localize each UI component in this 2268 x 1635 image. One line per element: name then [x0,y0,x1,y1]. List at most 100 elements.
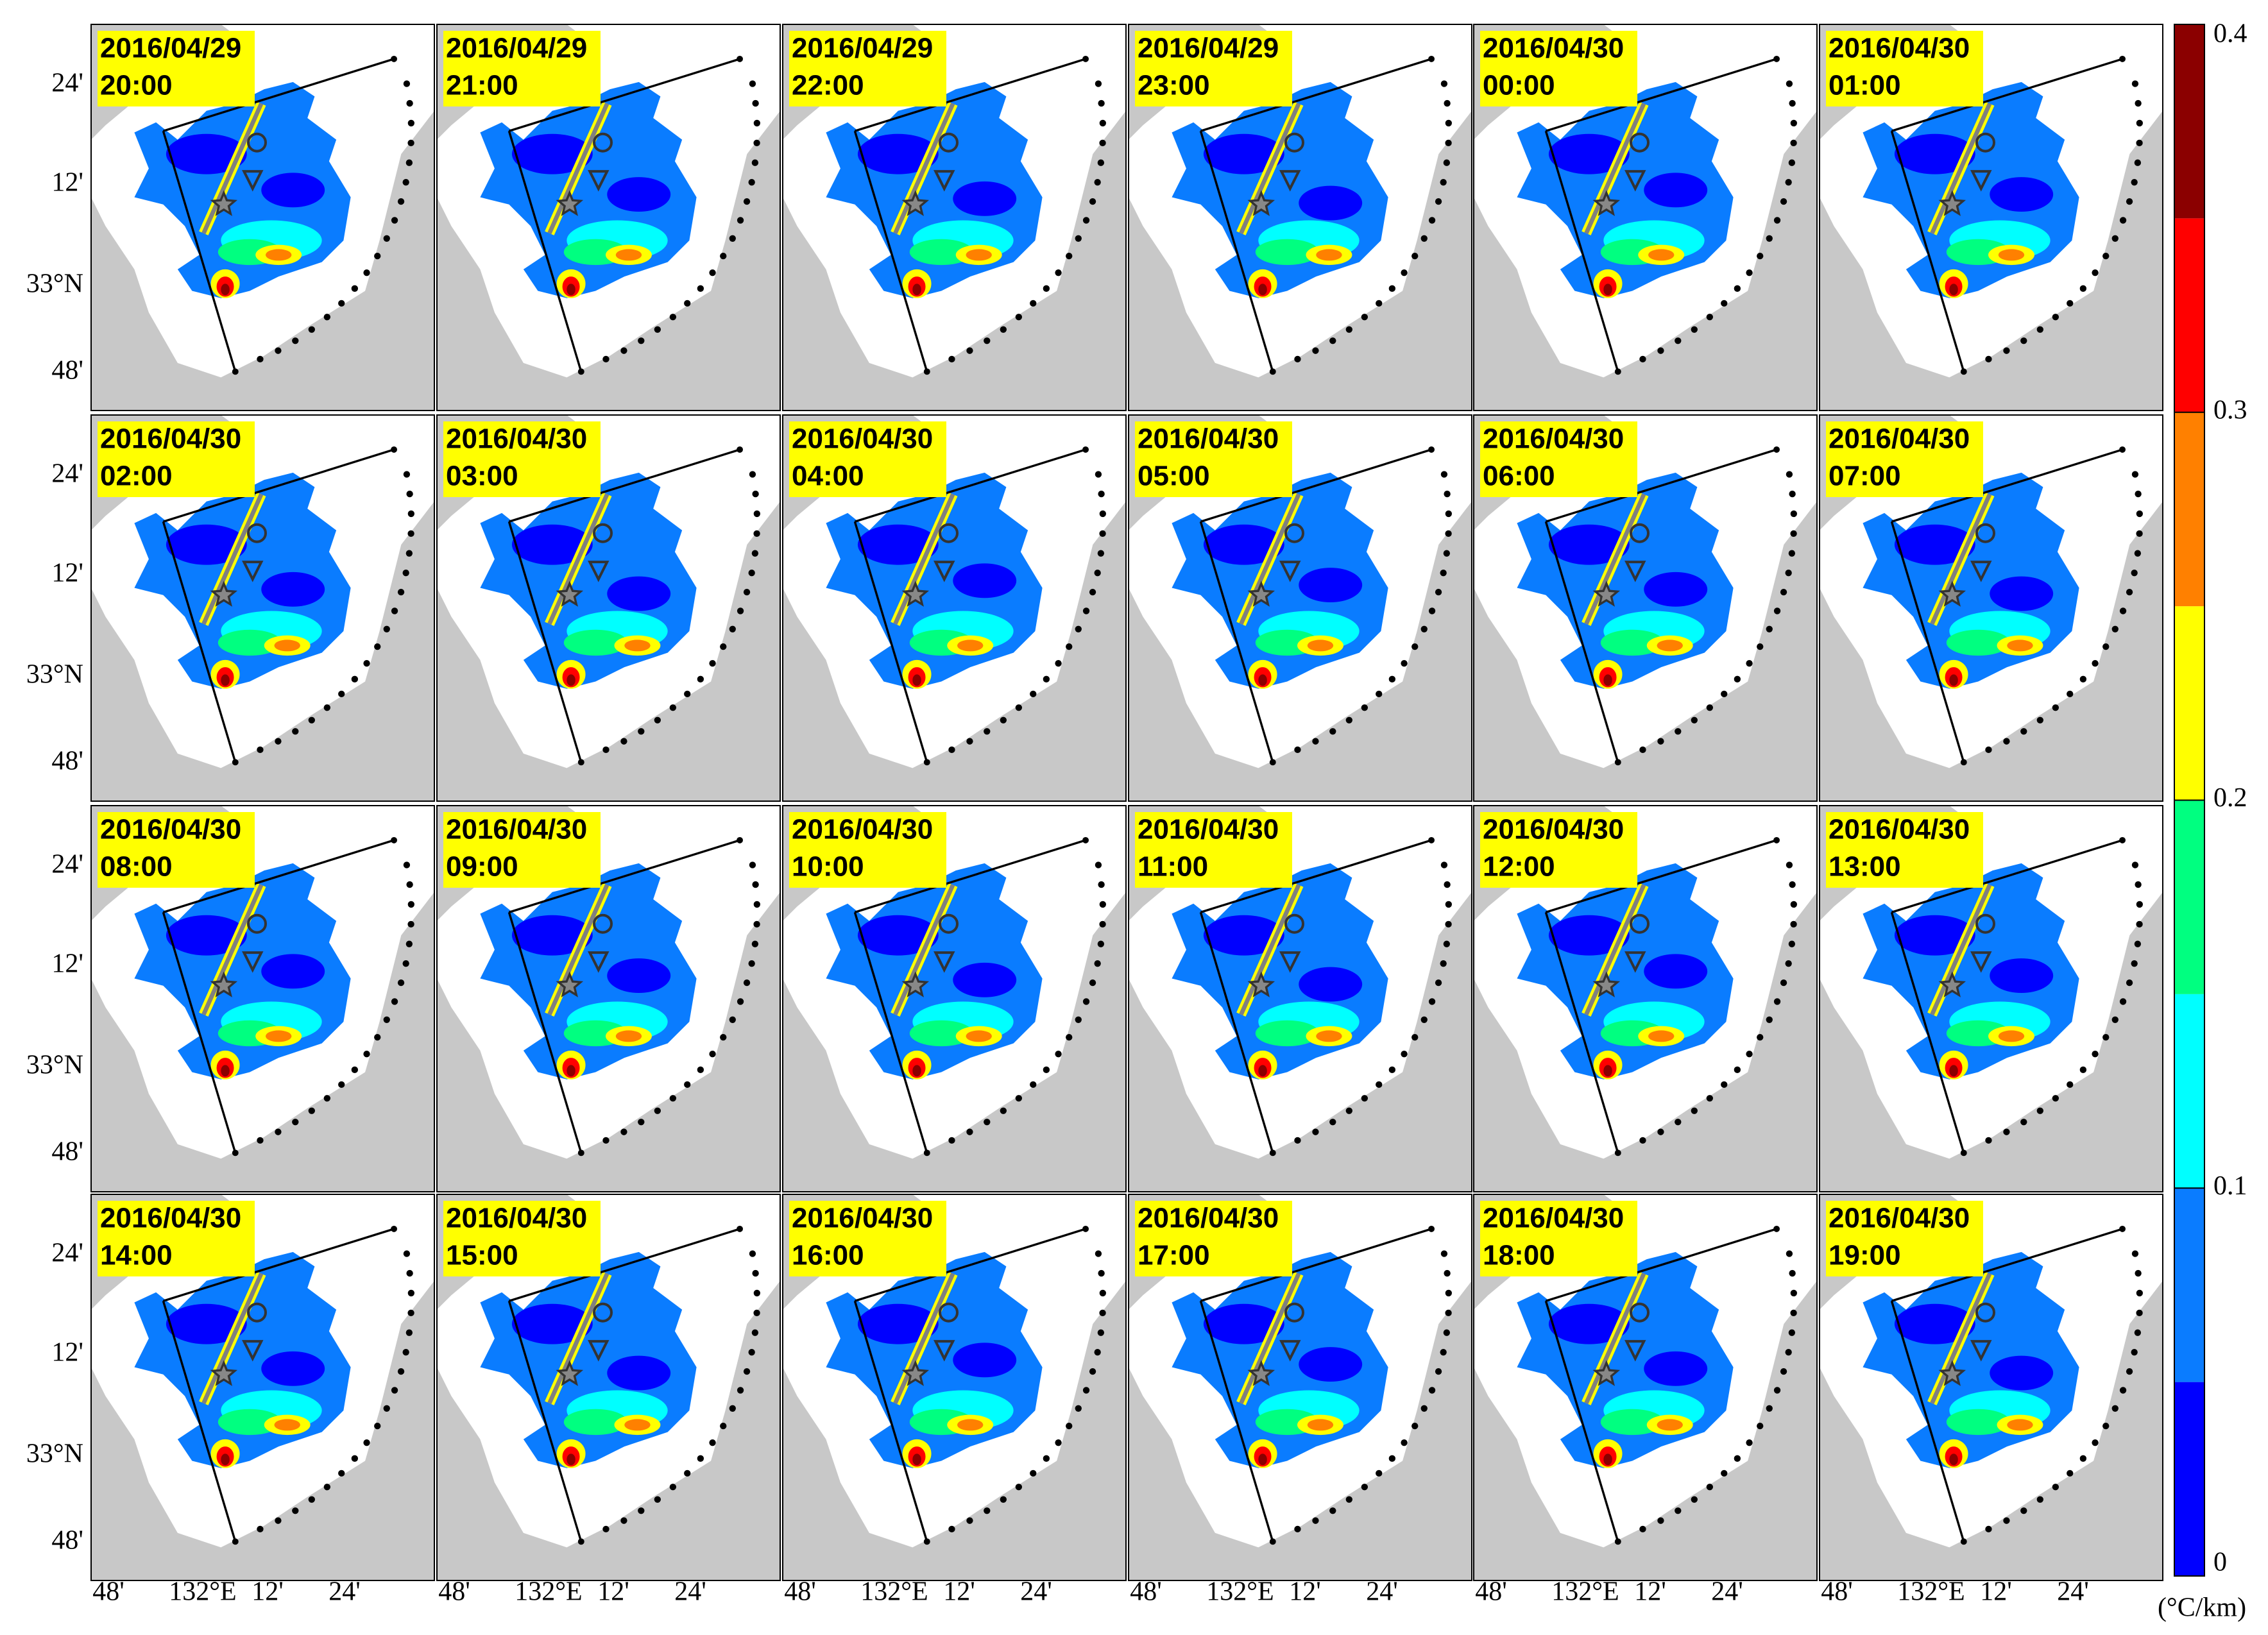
x-tick-label: 12' [252,1577,284,1607]
station [246,913,268,934]
section [1891,839,2123,913]
dot [1015,704,1023,711]
dot [1420,235,1428,242]
date-box [1135,812,1292,888]
station [934,561,955,582]
dot [1099,901,1107,908]
dot [1790,139,1797,147]
panel-date: 2016/04/30 [792,423,933,455]
section [1545,1228,1777,1302]
dot [1444,881,1451,888]
panel-frame [782,24,1127,411]
date-box [443,812,601,888]
dot [2102,643,2110,650]
dot [1786,471,1793,478]
panel-frame [436,24,781,411]
front [1239,1273,1301,1405]
section [1199,911,1274,1153]
end-dot [1269,368,1276,375]
field [511,133,593,174]
dot [1785,1348,1792,1356]
map-panel [1474,415,1817,801]
panel-date: 2016/04/30 [1483,1203,1624,1234]
station [1624,1340,1646,1362]
dot [1721,1081,1728,1089]
dot [729,1016,736,1023]
panel-frame [436,805,781,1192]
dot [407,901,415,908]
dot [1746,660,1753,667]
dot [1411,1033,1419,1041]
dot [2020,1119,2027,1126]
dot [697,285,704,292]
field [624,1419,651,1431]
section [1544,1300,1619,1542]
field [511,524,593,565]
end-dot [232,1149,239,1156]
dot [405,550,413,557]
dot [2052,1484,2059,1491]
panel-frame [90,414,435,802]
dot [984,1119,991,1126]
dot [2067,690,2074,698]
dot [751,159,759,166]
dot [1082,607,1090,614]
station [934,951,955,973]
section [853,130,928,372]
dot [407,1309,414,1317]
end-dot [577,368,584,375]
dot [1706,314,1714,321]
date-box [1480,1201,1637,1276]
station [210,1360,238,1386]
dot [1388,285,1396,292]
field [857,524,939,565]
station [1938,971,1966,997]
field [1990,576,2054,611]
front [1239,884,1301,1016]
dot [1376,690,1383,698]
end-dot [577,1538,584,1545]
section [508,58,740,132]
station [938,1302,959,1323]
dot [1985,1137,1992,1144]
field [1299,967,1363,1002]
front [893,493,955,625]
dot [2092,1439,2099,1446]
y-tick-label: 33°N [26,660,83,690]
dot [292,1507,299,1514]
dot [2102,252,2110,260]
dot [2079,1066,2087,1073]
dot [654,1496,661,1503]
front [893,1273,955,1405]
dot [406,490,413,498]
dot [1657,1128,1664,1135]
dot [1691,326,1698,333]
colorbar-tick-label: 0.4 [2213,19,2247,49]
map-panel [1129,415,1472,801]
dot [1294,1137,1301,1144]
dot [391,607,398,614]
station [556,190,584,216]
station [1592,580,1621,607]
station [588,1340,610,1362]
dot [407,139,414,147]
dot [1790,920,1797,928]
dot [1780,588,1787,596]
field [166,1303,247,1344]
dot [2136,920,2143,928]
dot [1376,300,1383,307]
dot [1786,861,1793,868]
dot [292,337,299,344]
map-panel [437,1194,780,1580]
dot [1734,1455,1741,1462]
field [1548,524,1630,565]
panel-time: 18:00 [1483,1240,1555,1271]
dot [1015,314,1023,321]
dot [1445,119,1453,127]
field [1946,629,2010,656]
panel-frame [1128,805,1472,1192]
field [1894,133,1975,174]
dot [1066,252,1073,260]
dot [1788,159,1796,166]
dot [1780,198,1787,205]
